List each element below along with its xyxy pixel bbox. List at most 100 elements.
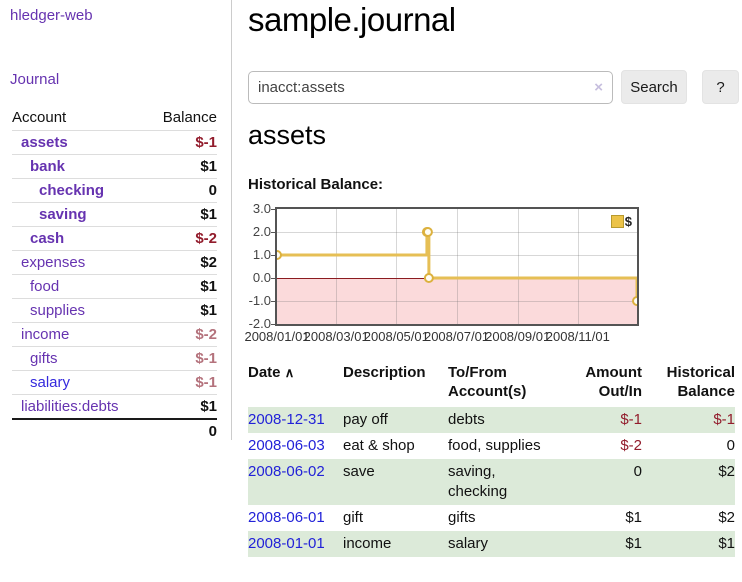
account-column-header: Account [12, 109, 67, 126]
y-axis-tick-mark [271, 209, 275, 210]
sidebar-account-row: income $-2 [12, 322, 217, 346]
data-point-marker [632, 296, 637, 306]
sidebar-account-link[interactable]: income [21, 326, 70, 343]
x-axis-tick-label: 2008/11/01 [545, 329, 610, 344]
balance-series-line [277, 227, 637, 306]
sidebar-account-link[interactable]: food [30, 278, 60, 295]
data-point-marker [423, 273, 434, 283]
search-button[interactable]: Search [621, 70, 687, 104]
register-row: 2008-06-01 gift gifts $1 $2 [248, 505, 735, 531]
sidebar-account-row: salary $-1 [12, 370, 217, 394]
transaction-date-link[interactable]: 2008-06-01 [248, 509, 325, 526]
y-axis-tick-mark [271, 255, 275, 256]
transaction-date-link[interactable]: 2008-06-03 [248, 437, 325, 454]
accounts-table: Account Balance assets $-1 bank $1 checking 0… [12, 106, 217, 442]
search-bar: × Search ? [248, 70, 739, 104]
legend-swatch-icon [610, 215, 624, 228]
transaction-date-link[interactable]: 2008-01-01 [248, 535, 325, 552]
sidebar-account-row: supplies $1 [12, 298, 217, 322]
sidebar-account-row: food $1 [12, 274, 217, 298]
sidebar-account-link[interactable]: supplies [30, 302, 86, 319]
sidebar-account-balance: $-2 [195, 230, 217, 247]
horizontal-gridline [277, 255, 637, 256]
sidebar-account-row: checking 0 [12, 178, 217, 202]
register-table: Date ∧ Description To/From Account(s) Am… [248, 361, 735, 557]
vertical-gridline [517, 209, 519, 324]
accounts-total-row: 0 [12, 418, 217, 442]
sidebar-account-row: bank $1 [12, 154, 217, 178]
register-header-row: Date ∧ Description To/From Account(s) Am… [248, 361, 735, 407]
sidebar: hledger-web Journal Account Balance asse… [0, 0, 232, 440]
x-axis-tick-label: 2008/05/01 [363, 329, 429, 344]
sidebar-account-link[interactable]: checking [39, 182, 105, 199]
sidebar-account-balance: $-1 [195, 374, 217, 391]
transaction-date-link[interactable]: 2008-12-31 [248, 411, 325, 428]
x-axis-tick-label: 2008/07/01 [423, 329, 490, 344]
transaction-description: income [343, 535, 392, 552]
sidebar-account-link[interactable]: liabilities:debts [21, 398, 119, 415]
sidebar-account-link[interactable]: salary [30, 374, 71, 391]
y-axis-tick-mark [271, 232, 275, 233]
sidebar-account-link[interactable]: assets [21, 134, 68, 151]
sidebar-account-row: expenses $2 [12, 250, 217, 274]
sidebar-item-journal[interactable]: Journal [10, 71, 60, 88]
column-header-balance: Historical Balance [666, 364, 735, 400]
transaction-amount: $-1 [620, 411, 642, 428]
sidebar-account-link[interactable]: bank [30, 158, 66, 175]
sidebar-account-link[interactable]: cash [30, 230, 65, 247]
sidebar-account-link[interactable]: expenses [21, 254, 86, 271]
sidebar-account-row: assets $-1 [12, 130, 217, 154]
column-header-description: Description [343, 364, 426, 381]
transaction-balance: $2 [718, 463, 735, 480]
sidebar-account-balance: $1 [200, 206, 217, 223]
help-button[interactable]: ? [702, 70, 739, 104]
sidebar-account-balance: 0 [208, 182, 217, 199]
x-axis-tick-label: 2008/03/01 [303, 329, 369, 344]
y-axis-tick-mark [271, 278, 275, 279]
main-content: sample.journal × Search ? assets Histori… [233, 0, 742, 582]
horizontal-gridline [277, 232, 637, 233]
account-heading: assets [248, 120, 327, 150]
y-axis-tick-label: 0.0 [252, 270, 271, 285]
search-input[interactable] [248, 70, 613, 104]
y-axis-tick-label: 3.0 [252, 201, 271, 216]
accounts-table-header: Account Balance [12, 106, 217, 130]
sidebar-account-balance: $-1 [195, 350, 217, 367]
chart-title: Historical Balance: [248, 176, 384, 193]
transaction-amount: $-2 [620, 437, 642, 454]
sidebar-account-balance: $1 [200, 278, 217, 295]
app-brand-link[interactable]: hledger-web [10, 7, 93, 24]
y-axis-tick-label: -1.0 [248, 293, 271, 308]
register-row: 2008-12-31 pay off debts $-1 $-1 [248, 407, 735, 433]
chart-plot-area: $ [275, 207, 639, 326]
x-axis-tick-label: 2008/09/01 [485, 329, 551, 344]
sidebar-account-balance: $1 [200, 398, 217, 415]
transaction-accounts: food, supplies [448, 437, 541, 454]
column-header-accounts: To/From Account(s) [448, 364, 527, 400]
transaction-balance: $-1 [713, 411, 735, 428]
vertical-gridline [396, 209, 398, 324]
vertical-gridline [336, 209, 338, 324]
sidebar-account-link[interactable]: saving [39, 206, 87, 223]
data-point-marker [277, 250, 282, 260]
vertical-gridline [456, 209, 458, 324]
column-header-date[interactable]: Date ∧ [248, 364, 295, 381]
horizontal-gridline [277, 301, 637, 302]
sidebar-account-balance: $-2 [195, 326, 217, 343]
y-axis-tick-label: -2.0 [248, 316, 271, 331]
transaction-date-link[interactable]: 2008-06-02 [248, 463, 325, 480]
balance-column-header: Balance [162, 109, 217, 126]
historical-balance-chart: 3.0 2.0 1.0 0.0 -1.0 -2.0 $ 2008/01/01 2008/03… [244, 201, 728, 346]
y-axis-tick-label: 1.0 [252, 247, 271, 262]
transaction-accounts: salary [448, 535, 489, 552]
transaction-balance: $2 [718, 509, 735, 526]
sidebar-account-link[interactable]: gifts [30, 350, 58, 367]
x-axis-tick-label: 2008/01/01 [244, 329, 310, 344]
clear-search-icon[interactable]: × [594, 78, 603, 96]
transaction-accounts: debts [448, 411, 485, 428]
sort-ascending-icon: ∧ [284, 365, 295, 380]
transaction-accounts: gifts [448, 509, 476, 526]
transaction-amount: 0 [633, 463, 642, 480]
register-row: 2008-01-01 income salary $1 $1 [248, 531, 735, 557]
register-row: 2008-06-03 eat & shop food, supplies $-2 0 [248, 433, 735, 459]
